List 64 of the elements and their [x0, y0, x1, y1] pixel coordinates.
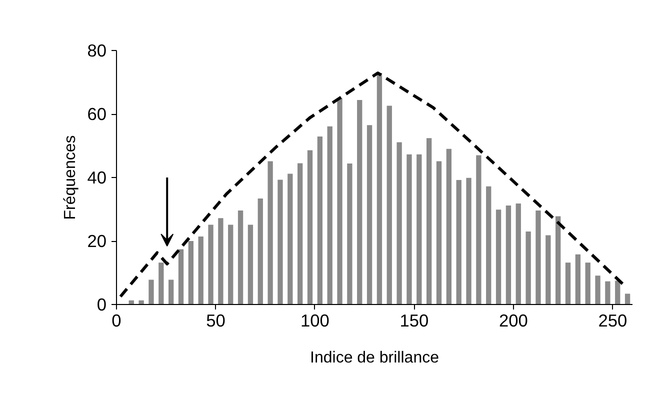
bar [416, 154, 422, 304]
bar [386, 106, 392, 304]
bar [228, 224, 234, 304]
bar [138, 300, 144, 304]
bar [436, 161, 442, 304]
bar [575, 254, 581, 304]
bar [546, 235, 551, 304]
bar [406, 154, 412, 304]
bar [595, 276, 600, 304]
x-axis-title: Indice de brillance [310, 350, 440, 366]
bar [178, 249, 184, 304]
bar [188, 241, 194, 304]
bar [486, 186, 492, 304]
x-tick-label: 200 [498, 310, 528, 330]
bar [158, 262, 164, 304]
bar [526, 231, 531, 304]
y-axis-title: Fréquences [62, 135, 80, 220]
bar [456, 180, 462, 304]
x-tick-label: 100 [300, 310, 330, 330]
bar [605, 281, 610, 304]
bar [357, 100, 362, 304]
x-tick-label: 50 [206, 310, 226, 330]
bar [337, 98, 342, 304]
bar [615, 280, 620, 304]
y-tick-label: 80 [87, 40, 107, 60]
bar [496, 210, 502, 304]
bar [307, 150, 313, 304]
bar [327, 126, 332, 304]
bar [238, 210, 244, 304]
bar [258, 198, 263, 304]
bar [168, 280, 174, 304]
y-tick-label: 0 [96, 294, 107, 314]
bar [536, 210, 541, 304]
bar [366, 125, 372, 304]
bar [297, 163, 303, 304]
bar [476, 155, 482, 304]
x-tick-label: 250 [598, 310, 628, 330]
line-series [118, 72, 626, 298]
x-tick-label: 0 [112, 310, 122, 330]
bar [148, 280, 154, 304]
y-tick-label: 60 [87, 104, 107, 124]
bar [317, 136, 323, 304]
bar [585, 262, 590, 304]
bar [208, 224, 214, 304]
x-tick-label: 150 [400, 310, 429, 330]
bar [466, 178, 472, 304]
bar [268, 161, 273, 304]
y-tick-label: 20 [87, 231, 107, 251]
bar [288, 174, 293, 304]
bar [555, 216, 561, 304]
bar [446, 148, 452, 304]
bar [426, 138, 432, 304]
bar [376, 73, 382, 304]
bar [506, 205, 512, 304]
bar [516, 204, 521, 304]
y-tick-label: 40 [87, 168, 107, 188]
bar [624, 294, 630, 304]
bar [396, 142, 402, 304]
bar [278, 180, 283, 304]
bar [248, 224, 254, 304]
bar [565, 262, 571, 304]
bar [218, 218, 224, 304]
bar [347, 164, 352, 304]
bar [198, 236, 204, 304]
